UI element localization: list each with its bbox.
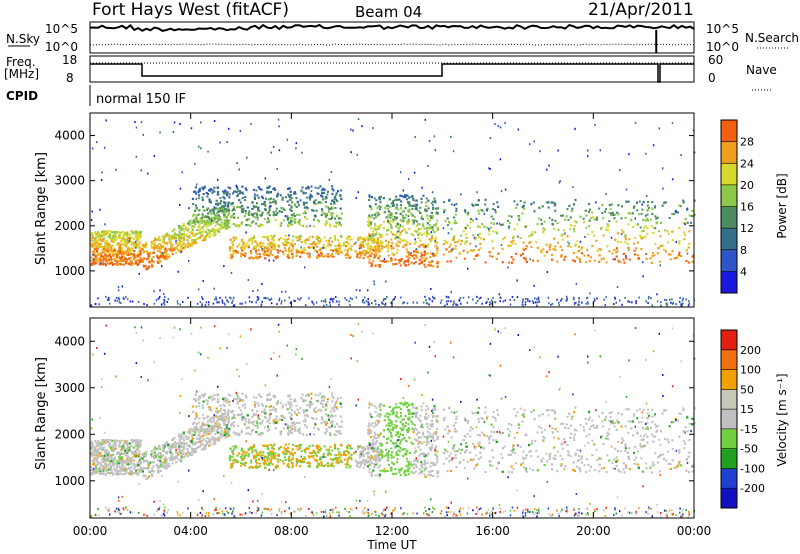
power-cbar-tick-5: 8 <box>740 244 747 257</box>
x-tick-6: 00:00 <box>677 524 712 538</box>
nsky-panel: N.Sky 10^5 10^0 10^5 10^0 N.Search <box>6 21 799 54</box>
velocity-ytick-2: 3000 <box>54 381 85 395</box>
velocity-colorbar: 200 100 50 15 -15 -50 -100 -200 Velocity [m s⁻¹… <box>720 329 789 509</box>
velocity-ylabel: Slant Range [km] <box>34 357 49 470</box>
nave-label: Nave <box>746 63 777 77</box>
station-title: Fort Hays West (fitACF) <box>92 0 289 20</box>
power-cbar-tick-2: 20 <box>740 179 754 192</box>
nsky-tick-bottom: 10^0 <box>45 40 78 54</box>
nsky-tick-top: 10^5 <box>45 22 78 36</box>
power-scatter <box>90 118 696 307</box>
x-tick-4: 16:00 <box>475 524 510 538</box>
cpid-label: CPID <box>6 89 38 103</box>
x-axis-label: Time UT <box>366 538 417 552</box>
nave-tick-top: 60 <box>708 53 723 67</box>
velocity-cbar-tick-6: -100 <box>740 462 765 475</box>
nsearch-tick-bottom: 10^0 <box>706 40 739 54</box>
power-cbar-tick-3: 16 <box>740 201 754 214</box>
velocity-cbar-tick-2: 50 <box>740 383 754 396</box>
freq-panel: Freq. [MHz] 18 8 60 0 Nave <box>4 53 777 91</box>
beam-title: Beam 04 <box>355 3 422 21</box>
velocity-cbar-tick-3: 15 <box>740 403 754 416</box>
freq-trace <box>90 63 694 83</box>
nsearch-label: N.Search <box>745 31 799 45</box>
x-tick-1: 04:00 <box>173 524 208 538</box>
power-ytick-1: 2000 <box>54 219 85 233</box>
freq-label-2: [MHz] <box>4 67 39 81</box>
x-tick-3: 12:00 <box>375 524 410 538</box>
power-colorbar-label: Power [dB] <box>775 173 789 238</box>
power-ylabel: Slant Range [km] <box>34 152 49 265</box>
power-cbar-tick-4: 12 <box>740 222 754 235</box>
cpid-value: normal 150 IF <box>96 92 186 107</box>
velocity-cbar-tick-4: -15 <box>740 423 758 436</box>
freq-tick-bottom: 8 <box>66 71 74 85</box>
date-title: 21/Apr/2011 <box>588 0 694 20</box>
nsearch-tick-top: 10^5 <box>706 22 739 36</box>
nsky-label: N.Sky <box>6 32 40 46</box>
x-tick-0: 00:00 <box>73 524 108 538</box>
freq-label-1: Freq. <box>6 55 36 69</box>
freq-tick-top: 18 <box>62 53 77 67</box>
power-panel: 1000 2000 3000 4000 Slant Range [km] <box>34 112 696 308</box>
power-colorbar: 28 24 20 16 12 8 4 Power [dB] <box>720 119 789 294</box>
velocity-colorbar-label: Velocity [m s⁻¹] <box>775 373 789 466</box>
power-ytick-2: 3000 <box>54 174 85 188</box>
velocity-cbar-tick-0: 200 <box>740 344 761 357</box>
velocity-cbar-tick-1: 100 <box>740 364 761 377</box>
velocity-cbar-tick-7: -200 <box>740 482 765 495</box>
power-ytick-0: 1000 <box>54 264 85 278</box>
velocity-ytick-3: 4000 <box>54 334 85 348</box>
power-cbar-tick-0: 28 <box>740 136 754 149</box>
nsky-trace <box>89 23 695 32</box>
velocity-panel: 1000 2000 3000 4000 00:00 04:00 08:00 12:00 16:… <box>34 113 711 552</box>
velocity-scatter <box>90 323 696 518</box>
x-tick-2: 08:00 <box>274 524 309 538</box>
nave-tick-bottom: 0 <box>708 71 716 85</box>
x-tick-5: 20:00 <box>576 524 611 538</box>
velocity-ytick-0: 1000 <box>54 474 85 488</box>
power-cbar-tick-1: 24 <box>740 157 754 170</box>
velocity-ytick-1: 2000 <box>54 427 85 441</box>
power-ytick-3: 4000 <box>54 129 85 143</box>
nsearch-trace <box>89 43 695 46</box>
power-cbar-tick-6: 4 <box>740 265 747 278</box>
velocity-cbar-tick-5: -50 <box>740 443 758 456</box>
